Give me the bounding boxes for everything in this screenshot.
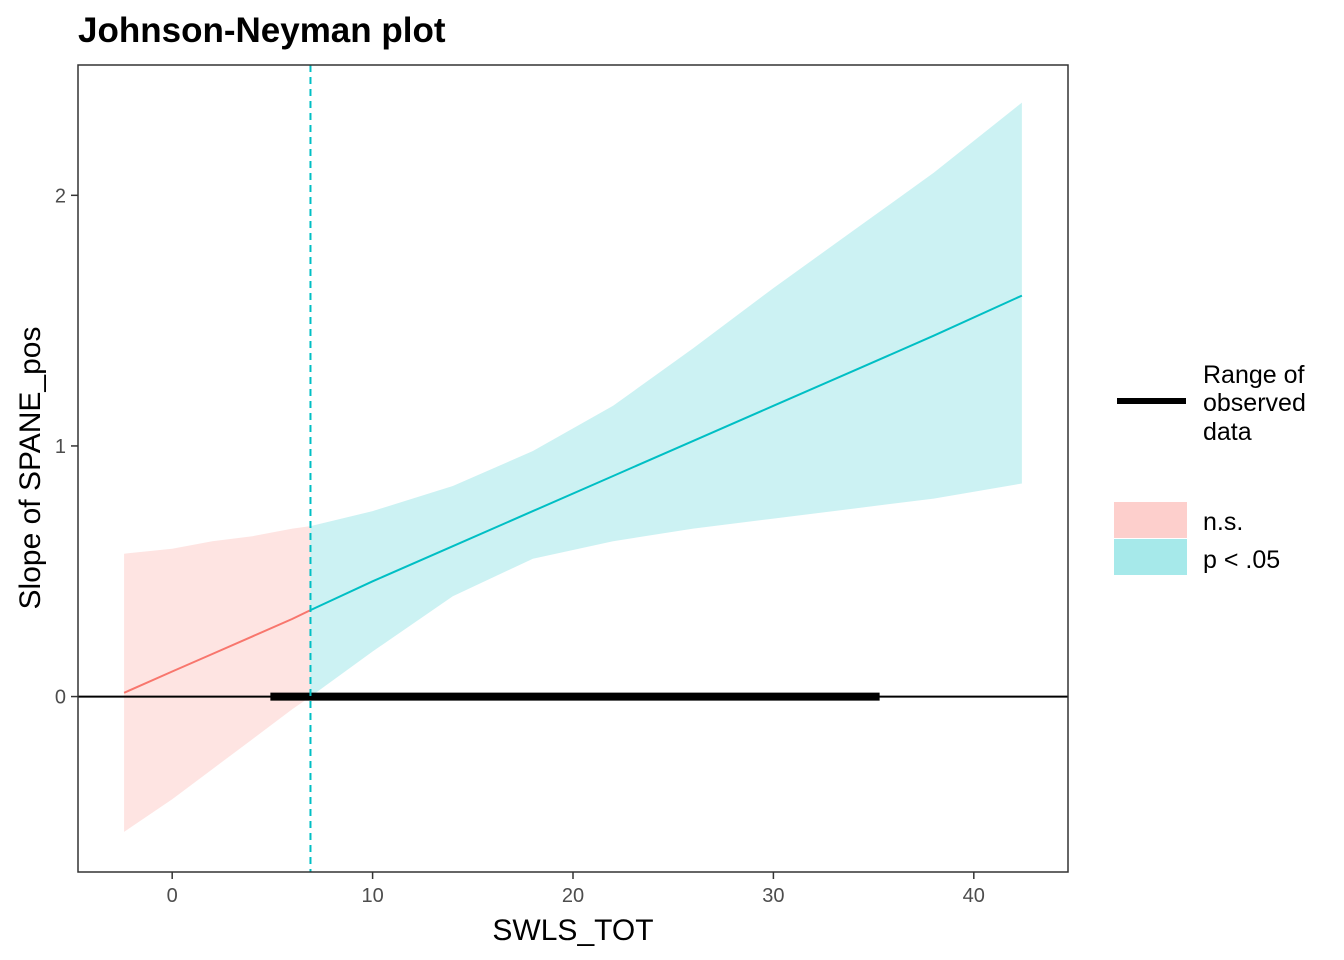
y-axis-ticks: 0 1 2 xyxy=(55,185,78,709)
legend-range-label-line2: observed xyxy=(1203,389,1306,417)
legend-ns-key xyxy=(1114,502,1187,538)
legend-sig-label: p < .05 xyxy=(1203,546,1280,574)
x-axis-ticks: 0 10 20 30 40 xyxy=(167,872,985,907)
ci-band-sig xyxy=(310,102,1022,697)
x-axis-title: SWLS_TOT xyxy=(492,914,653,947)
x-tick-label: 30 xyxy=(762,885,784,907)
plot-area xyxy=(78,65,1068,872)
y-tick-label: 1 xyxy=(55,436,66,458)
legend-ns-label: n.s. xyxy=(1203,508,1243,536)
y-axis-title: Slope of SPANE_pos xyxy=(14,327,47,610)
legend-range-label-line1: Range of xyxy=(1203,361,1305,389)
x-tick-label: 20 xyxy=(562,885,584,907)
y-tick-label: 0 xyxy=(55,687,66,709)
slope-line-ns xyxy=(123,609,311,694)
x-tick-label: 10 xyxy=(361,885,383,907)
y-tick-label: 2 xyxy=(55,185,66,207)
slope-line-sig xyxy=(310,294,1023,612)
chart-title: Johnson-Neyman plot xyxy=(78,11,446,50)
legend-sig-key xyxy=(1114,539,1187,575)
ci-band-ns xyxy=(124,526,311,832)
x-tick-label: 40 xyxy=(963,885,985,907)
legend-range-label-line3: data xyxy=(1203,418,1252,446)
x-tick-label: 0 xyxy=(167,885,178,907)
legend: Range of observed data n.s. p < .05 xyxy=(1114,361,1306,575)
